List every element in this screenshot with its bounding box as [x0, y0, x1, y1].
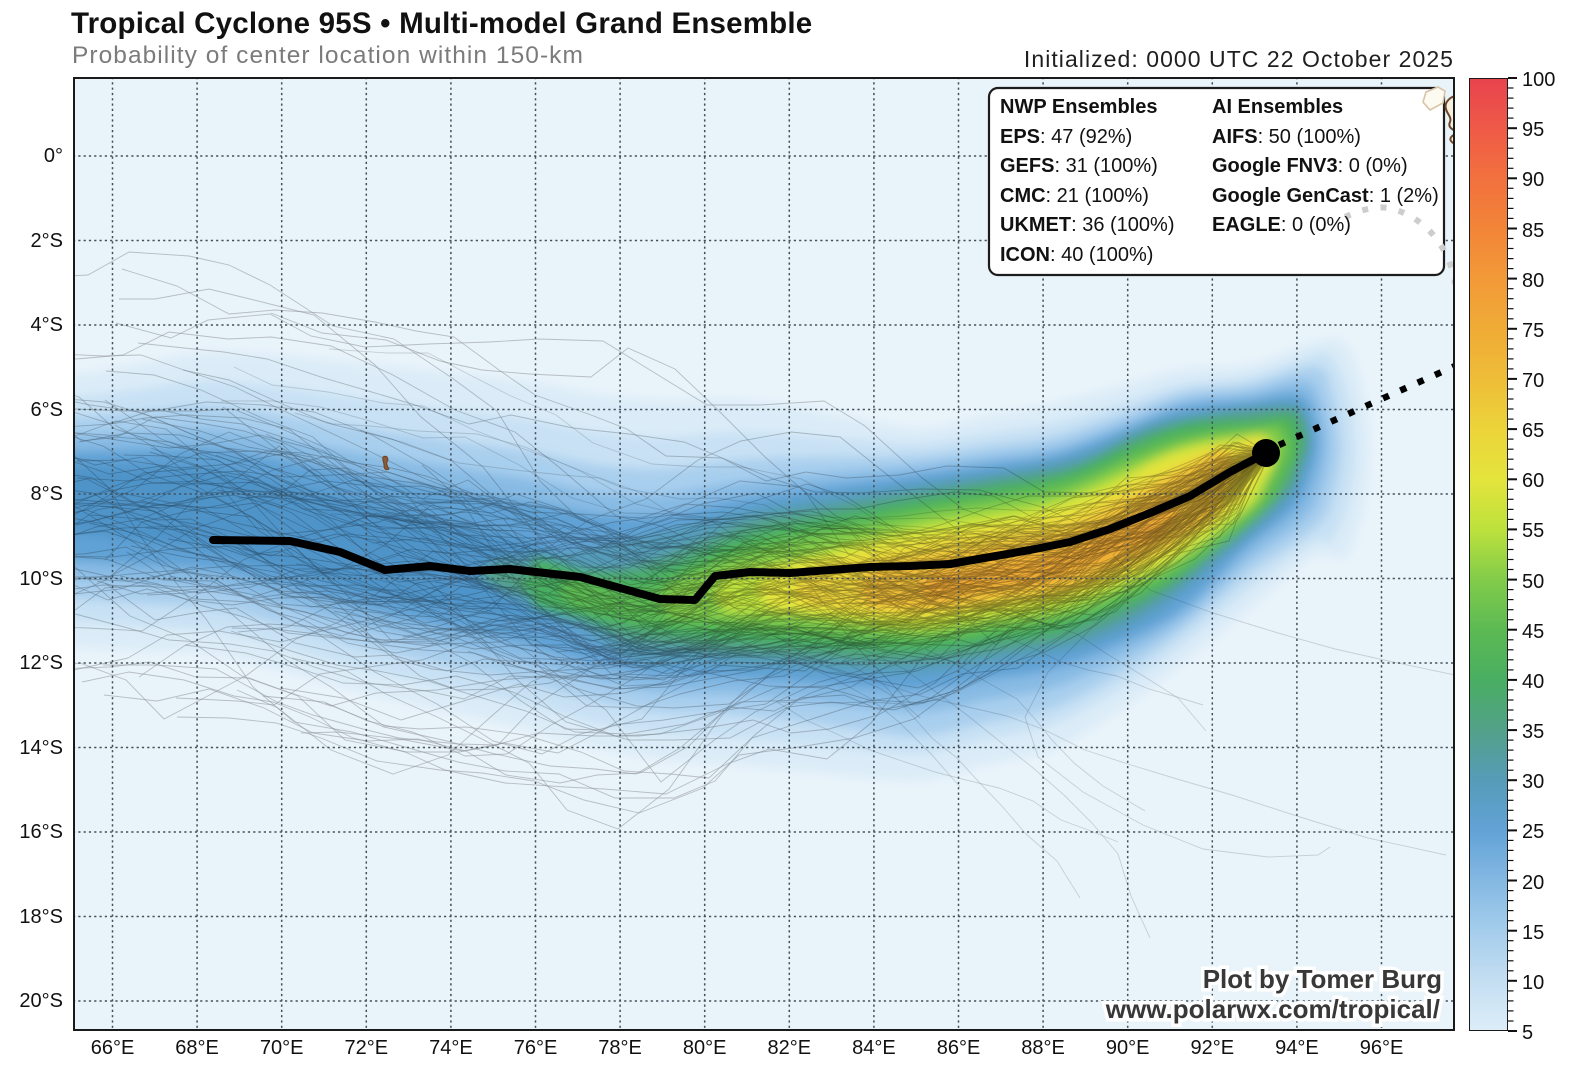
svg-text:Plot by Tomer Burg: Plot by Tomer Burg: [1203, 964, 1442, 994]
svg-text:www.polarwx.com/tropical/: www.polarwx.com/tropical/: [1105, 994, 1440, 1024]
